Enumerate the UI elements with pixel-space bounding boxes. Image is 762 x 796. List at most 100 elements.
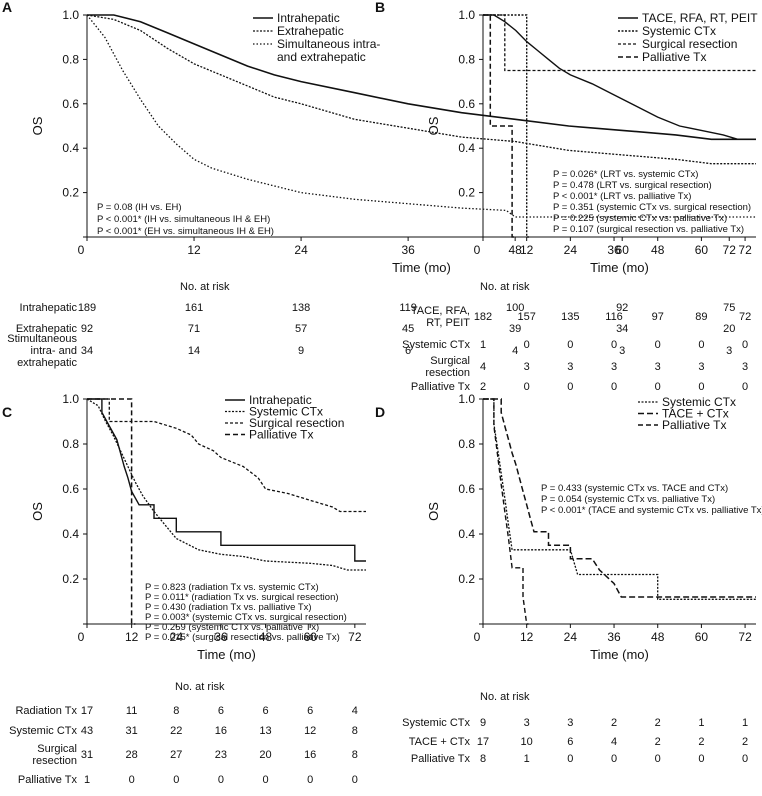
risk-value: 0 [218, 774, 224, 786]
risk-value: 3 [726, 345, 732, 357]
p-value-text: P = 0.478 (LRT vs. surgical resection) [553, 180, 712, 191]
y-axis-label: OS [426, 502, 441, 521]
y-tick-label: 0.6 [62, 482, 79, 496]
risk-value: 45 [402, 323, 414, 335]
risk-row-label: Palliative Tx [411, 753, 471, 765]
p-value-text: P = 0.351 (systemic CTx vs. surgical res… [553, 202, 751, 213]
x-tick-label: 48 [651, 630, 665, 644]
risk-value: 0 [698, 753, 704, 765]
risk-value: 43 [81, 725, 93, 737]
x-tick-label: 12 [520, 630, 534, 644]
risk-value: 31 [81, 749, 93, 761]
series-line-2 [483, 398, 756, 598]
risk-value: 8 [173, 705, 179, 717]
risk-row-label: Intrahepatic [20, 302, 78, 314]
risk-value: 1 [480, 339, 486, 351]
risk-value: 2 [611, 717, 617, 729]
risk-row-label: Surgical [430, 355, 470, 367]
x-axis-label: Time (mo) [392, 260, 451, 275]
risk-value: 0 [698, 381, 704, 393]
risk-value: 12 [304, 725, 316, 737]
p-value-text: P = 0.259 (systemic CTx vs. palliative T… [145, 622, 319, 633]
x-tick-label: 60 [304, 630, 318, 644]
x-tick-label: 24 [564, 243, 578, 257]
risk-value: 92 [616, 302, 628, 314]
p-value-text: P < 0.001* (IH vs. simultaneous IH & EH) [97, 214, 270, 225]
series-line-3 [483, 398, 529, 625]
y-tick-label: 1.0 [458, 392, 475, 406]
risk-row-label: Systemic CTx [402, 717, 470, 729]
y-axis-label: OS [30, 116, 45, 135]
risk-value: 16 [215, 725, 227, 737]
risk-value: 34 [81, 345, 93, 357]
risk-value: 3 [567, 361, 573, 373]
risk-value: 23 [215, 749, 227, 761]
legend-entry: Palliative Tx [249, 428, 313, 442]
risk-value: 157 [518, 311, 536, 323]
x-tick-label: 12 [520, 243, 534, 257]
risk-value: 0 [611, 339, 617, 351]
series-line-3 [483, 14, 756, 72]
risk-row-label: TACE, RFA, [411, 305, 470, 317]
risk-value: 0 [655, 381, 661, 393]
risk-value: 13 [259, 725, 271, 737]
x-tick-label: 36 [607, 630, 621, 644]
x-tick-label: 0 [78, 630, 85, 644]
x-axis-label: Time (mo) [197, 647, 256, 662]
p-value-text: P = 0.054 (systemic CTx vs. palliative T… [541, 494, 715, 505]
x-tick-label: 12 [125, 630, 139, 644]
panel-letter: B [375, 0, 385, 15]
risk-value: 0 [611, 381, 617, 393]
x-tick-label: 72 [348, 630, 362, 644]
risk-row-label: Radiation Tx [15, 705, 77, 717]
x-axis-label: Time (mo) [590, 647, 649, 662]
risk-value: 8 [352, 749, 358, 761]
risk-value: 6 [405, 345, 411, 357]
x-tick-label: 0 [474, 243, 481, 257]
risk-value: 182 [474, 311, 492, 323]
x-tick-label: 36 [401, 243, 415, 257]
p-value-text: P = 0.430 (radiation Tx vs. palliative T… [145, 602, 312, 613]
risk-value: 3 [611, 361, 617, 373]
risk-value: 135 [561, 311, 579, 323]
risk-value: 0 [173, 774, 179, 786]
risk-value: 4 [611, 736, 617, 748]
risk-value: 3 [524, 717, 530, 729]
risk-value: 1 [698, 717, 704, 729]
y-tick-label: 0.4 [62, 141, 79, 155]
risk-value: 100 [506, 302, 524, 314]
risk-value: 9 [480, 717, 486, 729]
series-line-1 [87, 398, 366, 562]
series-line-3 [87, 398, 366, 513]
risk-value: 0 [567, 753, 573, 765]
x-tick-label: 24 [294, 243, 308, 257]
risk-value: 6 [218, 705, 224, 717]
risk-value: 6 [567, 736, 573, 748]
risk-value: 17 [477, 736, 489, 748]
risk-value: 6 [262, 705, 268, 717]
risk-value: 11 [126, 705, 137, 717]
risk-row-label: Systemic CTx [9, 725, 77, 737]
risk-value: 16 [304, 749, 316, 761]
series-line-3 [86, 14, 756, 218]
y-tick-label: 0.2 [458, 572, 475, 586]
risk-row-label: resection [425, 367, 470, 379]
risk-value: 3 [655, 361, 661, 373]
risk-value: 75 [723, 302, 735, 314]
x-tick-label: 24 [170, 630, 184, 644]
legend-entry: Extrahepatic [277, 24, 344, 38]
p-value-text: P = 0.433 (systemic CTx vs. TACE and CTx… [541, 483, 728, 494]
legend-entry: Simultaneous intra- [277, 37, 380, 51]
panel-letter: A [2, 0, 12, 15]
series-line-2 [86, 398, 366, 571]
y-axis-label: OS [426, 116, 441, 135]
risk-value: 0 [655, 339, 661, 351]
series-line-1 [87, 14, 756, 141]
risk-table-header: No. at risk [175, 681, 225, 693]
series-line-1 [483, 14, 756, 140]
y-tick-label: 0.4 [458, 527, 475, 541]
p-value-text: P < 0.001* (EH vs. simultaneous IH & EH) [97, 226, 274, 237]
